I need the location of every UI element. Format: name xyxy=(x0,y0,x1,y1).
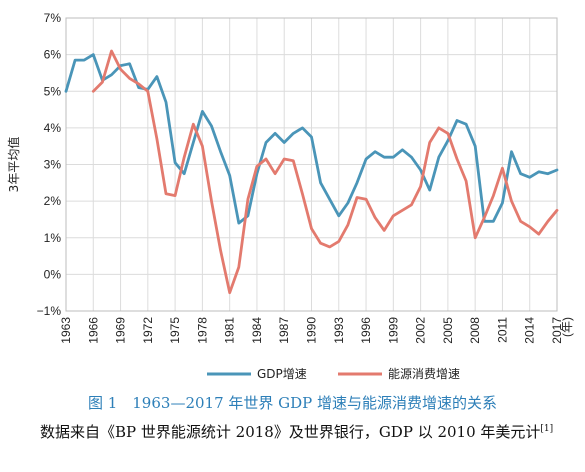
x-tick-label: 1981 xyxy=(223,317,237,344)
x-tick-label: 1987 xyxy=(277,317,291,344)
grid-lines xyxy=(65,17,558,312)
x-axis-ticks: 1963 1966 1969 1972 1975 1978 1981 1984 1987 1990… xyxy=(59,317,564,344)
plot-frame xyxy=(65,17,558,312)
x-tick-label: 2005 xyxy=(441,317,455,344)
series-lines xyxy=(64,49,559,295)
y-tick-label: 1% xyxy=(44,231,62,245)
x-tick-label: 1996 xyxy=(359,317,373,344)
y-tick-label: 2% xyxy=(44,194,62,208)
x-tick-label: 1990 xyxy=(305,317,319,344)
series-line xyxy=(91,49,559,295)
legend: GDP增速 能源消费增速 xyxy=(207,367,460,381)
figure-caption-title: 图 1 1963—2017 年世界 GDP 增速与能源消费增速的关系 xyxy=(87,394,498,412)
caption-note-text: 数据来自《BP 世界能源统计 2018》及世界银行，GDP 以 2010 年美元… xyxy=(40,423,541,441)
y-tick-label: 7% xyxy=(44,11,62,25)
x-tick-label: 1966 xyxy=(86,317,100,344)
y-axis-ticks: 7% 6% 5% 4% 3% 2% 1% 0% −1% xyxy=(37,11,62,318)
y-tick-label: 0% xyxy=(44,267,62,281)
y-tick-label: 4% xyxy=(44,121,62,135)
y-tick-label: 6% xyxy=(44,48,62,62)
legend-label: 能源消费增速 xyxy=(388,367,460,381)
line-chart: 7% 6% 5% 4% 3% 2% 1% 0% −1% 1963 1966 1969 1972 1975… xyxy=(6,11,574,381)
legend-label: GDP增速 xyxy=(257,367,307,381)
x-tick-label: 2011 xyxy=(495,317,509,343)
x-tick-label: 2002 xyxy=(414,317,428,344)
x-tick-label: 1978 xyxy=(195,317,209,344)
y-tick-label: −1% xyxy=(37,304,62,318)
figure-caption-note: 数据来自《BP 世界能源统计 2018》及世界银行，GDP 以 2010 年美元… xyxy=(40,418,570,443)
x-tick-label: 1969 xyxy=(114,317,128,344)
x-tick-label: 1972 xyxy=(141,317,155,344)
series-line xyxy=(64,53,559,225)
x-axis-unit: (年) xyxy=(560,317,574,337)
x-tick-label: 2008 xyxy=(468,317,482,344)
x-tick-label: 1993 xyxy=(332,317,346,344)
x-tick-label: 1984 xyxy=(250,317,264,344)
x-tick-label: 1963 xyxy=(59,317,73,344)
y-tick-label: 5% xyxy=(44,84,62,98)
x-tick-label: 1975 xyxy=(168,317,182,344)
y-tick-label: 3% xyxy=(44,158,62,172)
x-tick-label: 1999 xyxy=(386,317,400,344)
y-axis-label: 3年平均值 xyxy=(6,137,21,193)
x-tick-label: 2017 xyxy=(550,317,564,344)
caption-note-reference: [1] xyxy=(540,424,554,434)
x-tick-label: 2014 xyxy=(523,317,537,344)
